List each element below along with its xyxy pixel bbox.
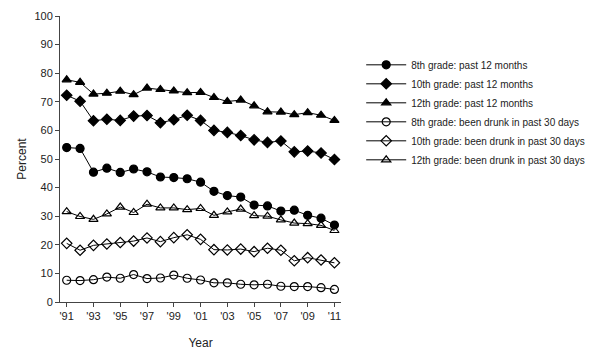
svg-text:'07: '07 xyxy=(274,310,288,322)
svg-text:10th grade: been drunk in past: 10th grade: been drunk in past 30 days xyxy=(411,136,584,147)
svg-text:100: 100 xyxy=(34,10,52,22)
svg-text:'11: '11 xyxy=(328,310,342,322)
svg-text:'09: '09 xyxy=(300,310,314,322)
svg-text:10: 10 xyxy=(41,267,53,279)
svg-text:'03: '03 xyxy=(220,310,234,322)
svg-text:'97: '97 xyxy=(140,310,154,322)
svg-text:10th grade: past 12 months: 10th grade: past 12 months xyxy=(411,79,533,90)
svg-text:40: 40 xyxy=(41,181,53,193)
svg-text:Percent: Percent xyxy=(15,138,29,180)
svg-text:8th grade: past 12 months: 8th grade: past 12 months xyxy=(411,60,527,71)
svg-text:50: 50 xyxy=(41,153,53,165)
svg-text:'01: '01 xyxy=(193,310,207,322)
svg-text:'05: '05 xyxy=(247,310,261,322)
svg-text:'99: '99 xyxy=(167,310,181,322)
svg-text:60: 60 xyxy=(41,124,53,136)
svg-text:12th grade: been drunk in past: 12th grade: been drunk in past 30 days xyxy=(411,155,584,166)
svg-text:90: 90 xyxy=(41,38,53,50)
svg-text:'95: '95 xyxy=(113,310,127,322)
svg-text:'91: '91 xyxy=(60,310,74,322)
svg-text:Year: Year xyxy=(188,336,212,350)
svg-text:70: 70 xyxy=(41,96,53,108)
svg-text:12th grade: past 12 months: 12th grade: past 12 months xyxy=(411,98,533,109)
svg-text:20: 20 xyxy=(41,239,53,251)
svg-text:30: 30 xyxy=(41,210,53,222)
svg-text:'93: '93 xyxy=(86,310,100,322)
svg-text:0: 0 xyxy=(47,296,53,308)
svg-text:8th grade: been drunk in past: 8th grade: been drunk in past 30 days xyxy=(411,117,579,128)
svg-text:80: 80 xyxy=(41,67,53,79)
